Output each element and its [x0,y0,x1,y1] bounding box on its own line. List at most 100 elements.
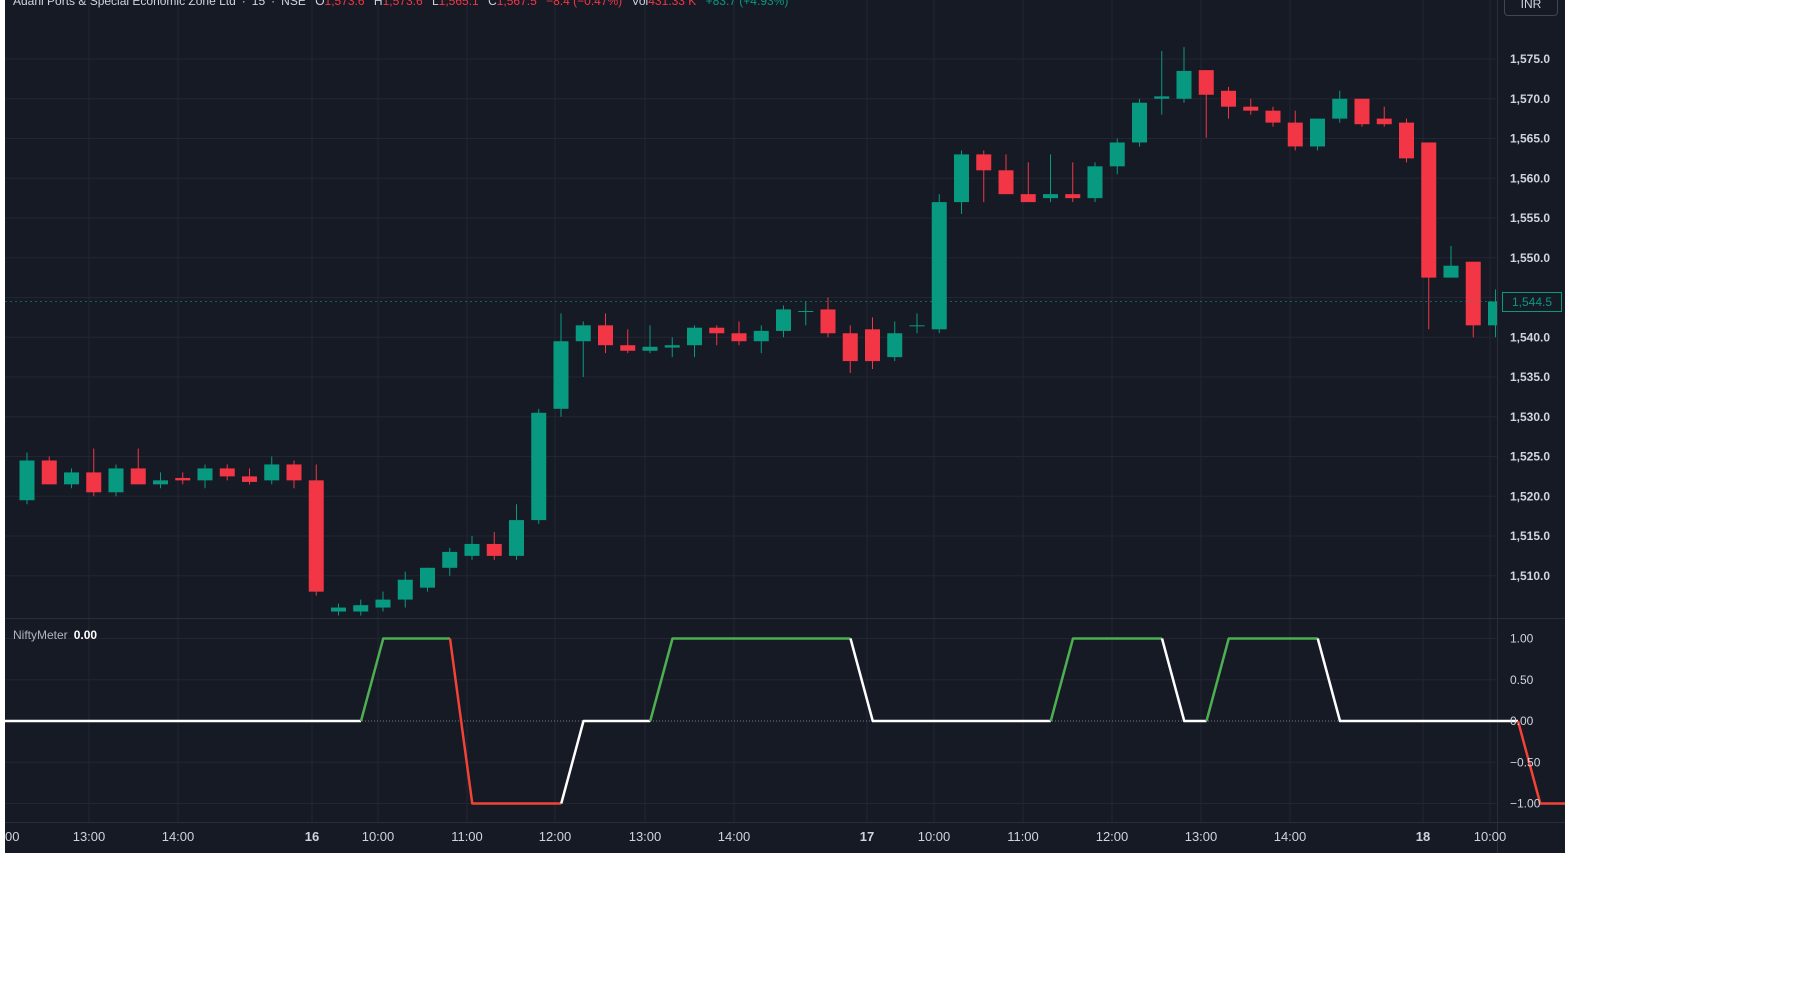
candle-body[interactable] [1065,194,1081,199]
candle-body[interactable] [798,311,814,313]
meter-line-red [1516,720,1565,805]
candle-body[interactable] [998,170,1014,195]
candle-body[interactable] [776,309,791,331]
candle-body[interactable] [642,346,658,351]
candle-body[interactable] [130,468,146,485]
candle-body[interactable] [41,460,57,485]
time-axis-label: 14:00 [162,829,195,844]
low-value: 1,565.1 [438,0,479,8]
candle-body[interactable] [1176,70,1192,99]
candle-body[interactable] [286,464,302,481]
candle-body[interactable] [753,330,769,342]
candle-body[interactable] [175,477,191,481]
time-axis-label: 13:00 [73,829,106,844]
candle-body[interactable] [553,341,569,409]
candle-body[interactable] [1443,265,1459,278]
candle-body[interactable] [865,329,880,362]
candle-body[interactable] [331,607,346,612]
price-axis-label: 1,555.0 [1510,211,1550,225]
candle-body[interactable] [86,472,102,493]
candle-body[interactable] [1243,106,1259,111]
candle-body[interactable] [620,345,636,351]
candle-body[interactable] [709,327,725,334]
time-axis-label: 14:00 [1274,829,1307,844]
candle-body[interactable] [664,345,680,348]
meter-axis-label: 1.00 [1510,632,1534,646]
meter-line-white [1160,638,1207,723]
candle-body[interactable] [1043,194,1058,199]
time-axis-label: 12:00 [539,829,572,844]
chart-container[interactable]: 1,575.0 1,570.0 1,565.0 1,560.0 1,555.0 1,550… [5,0,1565,853]
indicator-name[interactable]: NiftyMeter [13,628,68,642]
candle-body[interactable] [1354,98,1370,125]
candle-body[interactable] [531,412,547,521]
candle-body[interactable] [1198,70,1214,95]
candle-body[interactable] [1132,102,1147,143]
symbol-name[interactable]: Adani Ports & Special Economic Zone Ltd [13,0,236,8]
candle-body[interactable] [219,468,235,477]
candle-body[interactable] [687,327,702,346]
candle-body[interactable] [242,476,257,482]
time-axis-label: 00 [5,829,19,844]
candle-body[interactable] [353,605,369,612]
time-axis-label: 14:00 [718,829,751,844]
candle-body[interactable] [1221,90,1236,107]
candle-body[interactable] [308,480,324,592]
candle-body[interactable] [1154,96,1170,99]
candle-body[interactable] [820,309,836,334]
candle-body[interactable] [1465,261,1481,326]
candle-body[interactable] [887,333,903,358]
candle-body[interactable] [19,460,35,501]
volume-label: Vol [631,0,649,8]
indicator-legend[interactable]: NiftyMeter 0.00 [13,628,97,642]
candle-body[interactable] [108,468,124,493]
candle-body[interactable] [1265,110,1281,123]
candle-body[interactable] [1087,166,1103,199]
currency-button[interactable]: INR [1504,0,1558,16]
candle-body[interactable] [731,333,747,342]
candle-body[interactable] [197,468,213,481]
symbol-interval[interactable]: 15 [251,0,266,8]
chart-canvas[interactable]: 1,575.0 1,570.0 1,565.0 1,560.0 1,555.0 1,550… [5,0,1565,853]
time-axis-label: 13:00 [629,829,662,844]
close-value: 1,567.5 [496,0,537,8]
candle-body[interactable] [575,325,591,342]
candle-body[interactable] [1421,142,1437,278]
time-axis-label: 10:00 [362,829,395,844]
candle-body[interactable] [1109,142,1125,167]
price-axis-label: 1,520.0 [1510,489,1550,503]
time-axis-label: 16 [305,829,319,844]
time-axis-label: 13:00 [1185,829,1218,844]
candle-body[interactable] [153,480,168,485]
candle-body[interactable] [598,325,613,346]
price-axis-label: 1,530.0 [1510,410,1550,424]
price-axis-label: 1,550.0 [1510,251,1550,265]
candle-body[interactable] [1488,301,1503,326]
candle-body[interactable] [375,599,391,608]
candle-body[interactable] [397,579,413,600]
candle-body[interactable] [1287,122,1303,147]
candle-body[interactable] [909,325,925,327]
candle-body[interactable] [1376,118,1392,125]
candle-body[interactable] [464,543,480,556]
meter-axis-label: −1.00 [1510,797,1541,811]
candle-body[interactable] [486,543,502,556]
indicator-value: 0.00 [73,628,98,642]
candle-body[interactable] [509,520,524,556]
candle-body[interactable] [64,472,79,485]
candle-body[interactable] [264,464,280,481]
meter-axis-label: 0.50 [1510,673,1534,687]
candle-body[interactable] [1332,98,1348,119]
price-axis-label: 1,575.0 [1510,52,1550,66]
candle-body[interactable] [976,154,992,171]
candle-body[interactable] [1399,122,1414,159]
last-price-label: 1,544.5 [1502,292,1562,312]
candle-body[interactable] [442,551,458,568]
candle-body[interactable] [954,154,969,203]
candle-body[interactable] [1310,118,1325,147]
candle-body[interactable] [1020,194,1036,203]
price-axis-label: 1,525.0 [1510,450,1550,464]
candle-body[interactable] [420,567,435,588]
candle-body[interactable] [931,202,947,330]
candle-body[interactable] [842,333,858,362]
